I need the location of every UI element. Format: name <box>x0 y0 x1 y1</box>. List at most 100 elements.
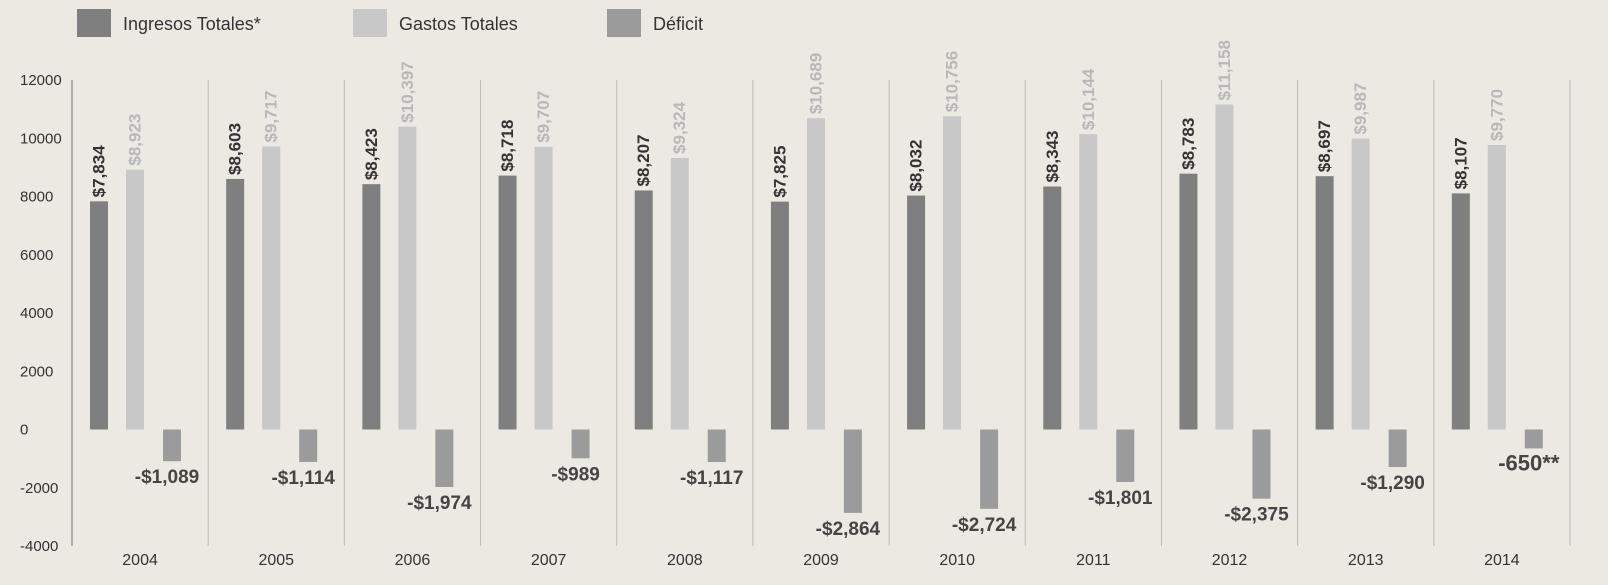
y-tick-label: -4000 <box>20 538 58 555</box>
x-tick-label: 2004 <box>122 552 158 569</box>
bar <box>362 184 381 430</box>
legend-swatch <box>77 9 111 37</box>
bar <box>943 116 962 430</box>
bar <box>534 146 553 430</box>
data-label: $8,343 <box>1043 131 1062 183</box>
x-tick-label: 2006 <box>395 552 431 569</box>
legend-label: Ingresos Totales* <box>123 14 261 34</box>
data-label: $9,707 <box>534 91 553 143</box>
data-label: $8,718 <box>498 120 517 172</box>
data-label: -$1,089 <box>135 467 199 488</box>
bar <box>1524 429 1543 449</box>
data-label: $8,783 <box>1179 118 1198 170</box>
data-label: $7,825 <box>770 146 789 198</box>
legend-swatch <box>607 9 641 37</box>
x-tick-label: 2008 <box>667 552 703 569</box>
data-label: $8,603 <box>226 123 245 175</box>
data-labels: $7,834 $8,923 -$1,089 $8,603 $9,717 -$1,114 $8… <box>90 40 1560 540</box>
bar <box>770 201 789 430</box>
data-label: $8,032 <box>907 140 926 192</box>
data-label: -$1,290 <box>1360 473 1424 494</box>
x-tick-label: 2013 <box>1348 552 1384 569</box>
bar <box>498 175 517 430</box>
bar <box>806 118 825 430</box>
bar <box>262 146 281 430</box>
bar <box>1179 173 1198 430</box>
y-tick-label: 6000 <box>20 247 53 264</box>
legend-swatch <box>353 9 387 37</box>
x-tick-label: 2014 <box>1484 552 1520 569</box>
data-label: -$2,724 <box>952 515 1017 536</box>
y-tick-label: -2000 <box>20 480 58 497</box>
legend: Ingresos Totales* Gastos Totales Déficit <box>77 9 703 37</box>
data-label: $8,923 <box>126 114 145 166</box>
legend-label: Déficit <box>653 14 703 34</box>
data-label: $9,770 <box>1487 89 1506 141</box>
y-tick-label: 4000 <box>20 305 53 322</box>
data-label: -$1,114 <box>271 468 335 489</box>
grid-separators <box>71 80 1571 546</box>
y-tick-label: 8000 <box>20 189 53 206</box>
data-label: $9,987 <box>1351 83 1370 135</box>
bars <box>90 104 1543 513</box>
bar <box>435 429 454 487</box>
bar <box>1252 429 1271 499</box>
x-tick-label: 2012 <box>1212 552 1248 569</box>
data-label: -$1,801 <box>1088 488 1153 509</box>
bar <box>707 429 726 463</box>
data-label: $10,689 <box>806 53 825 114</box>
bar <box>1116 429 1135 482</box>
bar <box>299 429 318 462</box>
data-label: -$2,375 <box>1224 505 1289 526</box>
data-label: $9,717 <box>262 90 281 142</box>
bar <box>634 190 653 430</box>
y-tick-label: 12000 <box>20 72 62 89</box>
data-label: $7,834 <box>90 145 109 198</box>
x-tick-label: 2010 <box>939 552 975 569</box>
data-label: $8,697 <box>1315 120 1334 172</box>
data-label: -$989 <box>551 464 600 485</box>
bar <box>90 201 108 430</box>
bar <box>1351 138 1370 430</box>
data-label: $8,207 <box>634 134 653 186</box>
y-axis-ticks: 12000 10000 8000 6000 4000 2000 0 -2000 -4000 <box>20 72 62 555</box>
bar <box>1043 186 1062 430</box>
bar <box>980 429 999 509</box>
bar <box>163 429 181 462</box>
data-label: -$1,974 <box>407 493 472 514</box>
bar <box>571 429 590 459</box>
bar <box>1451 193 1470 430</box>
data-label: $8,107 <box>1451 137 1470 189</box>
x-tick-label: 2005 <box>258 552 294 569</box>
bar <box>226 178 245 430</box>
x-tick-label: 2009 <box>803 552 839 569</box>
data-label: $10,144 <box>1079 68 1098 130</box>
bar <box>398 126 417 430</box>
data-label: -$2,864 <box>816 519 881 540</box>
data-label: $9,324 <box>670 101 689 154</box>
y-tick-label: 10000 <box>20 130 62 147</box>
x-tick-label: 2007 <box>531 552 567 569</box>
x-axis-labels: 2004 2005 2006 2007 2008 2009 2010 2011 2012 2013… <box>122 552 1520 569</box>
data-label: $10,397 <box>398 61 417 122</box>
bar <box>907 195 926 430</box>
bar <box>843 429 862 513</box>
bar <box>1079 134 1098 430</box>
bar <box>1215 104 1234 430</box>
y-tick-label: 2000 <box>20 363 53 380</box>
legend-label: Gastos Totales <box>399 14 518 34</box>
bar <box>126 169 144 430</box>
bar <box>1487 144 1506 430</box>
bar <box>670 157 689 430</box>
bar <box>1388 429 1407 468</box>
data-label: -650** <box>1498 450 1560 475</box>
bar <box>1315 176 1334 430</box>
data-label: -$1,117 <box>680 468 743 489</box>
data-label: $8,423 <box>362 128 381 180</box>
data-label: $10,756 <box>943 51 962 112</box>
x-tick-label: 2011 <box>1076 552 1111 569</box>
data-label: $11,158 <box>1215 40 1234 101</box>
y-tick-label: 0 <box>20 422 28 439</box>
